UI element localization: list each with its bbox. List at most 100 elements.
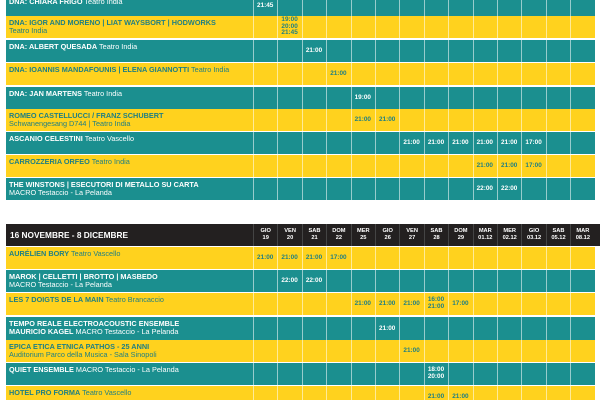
event-row[interactable]: ROMEO CASTELLUCCI / FRANZ SCHUBERT Schwan… bbox=[6, 109, 600, 131]
day-number: 19 bbox=[262, 235, 269, 241]
day-cell bbox=[277, 132, 302, 154]
showtime[interactable]: 22:00 bbox=[305, 276, 323, 284]
day-cell bbox=[545, 363, 571, 385]
showtime[interactable]: 21:00 bbox=[501, 161, 518, 169]
day-cell bbox=[423, 270, 449, 292]
showtime[interactable]: 17:00 bbox=[525, 161, 542, 169]
day-cell bbox=[326, 132, 351, 154]
showtime[interactable]: 21:00 bbox=[452, 392, 469, 400]
showtime[interactable]: 21:00 bbox=[281, 253, 298, 261]
day-cell bbox=[497, 16, 522, 38]
event-title: ASCANIO CELESTINI Teatro Vascello bbox=[6, 132, 253, 154]
day-cell bbox=[472, 317, 497, 341]
day-cell bbox=[448, 293, 473, 315]
showtime[interactable]: 21:00 bbox=[476, 138, 493, 146]
event-row[interactable]: ASCANIO CELESTINI Teatro Vascello 21:00 21… bbox=[6, 132, 600, 154]
day-name: DOM bbox=[454, 228, 468, 234]
day-cell bbox=[497, 178, 522, 200]
day-cell bbox=[326, 87, 351, 109]
day-cell bbox=[399, 317, 424, 341]
event-row[interactable]: DNA: ALBERT QUESADA Teatro India 21:00 bbox=[6, 40, 600, 62]
day-cell bbox=[570, 270, 595, 292]
showtime[interactable]: 22:00 bbox=[476, 184, 493, 192]
showtime[interactable]: 21:00 bbox=[427, 138, 445, 146]
day-cell bbox=[301, 63, 327, 85]
showtime[interactable]: 21:00 bbox=[379, 299, 396, 307]
event-row[interactable]: LES 7 DOIGTS DE LA MAIN Teatro Brancacci… bbox=[6, 293, 600, 315]
showtime[interactable]: 21:00 bbox=[354, 115, 371, 123]
showtime[interactable]: 17:00 bbox=[525, 138, 542, 146]
showtime[interactable]: 22:00 bbox=[501, 184, 518, 192]
event-row[interactable]: DNA: CHIARA FRIGO Teatro India 21:45 bbox=[6, 0, 600, 17]
day-cell bbox=[545, 87, 571, 109]
day-cell bbox=[326, 247, 351, 269]
event-row[interactable]: DNA: JAN MARTENS Teatro India 19:00 bbox=[6, 87, 600, 109]
event-venue: Schwanengesang D744 | Teatro India bbox=[9, 119, 131, 129]
day-cell bbox=[277, 317, 302, 341]
event-row[interactable]: MAROK | CELLETTI | BROTTO | MASBEDO MACRO… bbox=[6, 270, 600, 292]
day-cell bbox=[277, 109, 302, 131]
day-cell bbox=[472, 63, 497, 85]
event-row[interactable]: CARROZZERIA ORFEO Teatro India 21:00 21:00… bbox=[6, 155, 600, 177]
showtime[interactable]: 21:00 bbox=[305, 253, 323, 261]
day-cell bbox=[545, 132, 571, 154]
day-cell bbox=[472, 178, 497, 200]
day-cell bbox=[253, 40, 278, 62]
day-cell bbox=[253, 16, 278, 38]
showtime[interactable]: 21:00 bbox=[354, 299, 371, 307]
showtime[interactable]: 18:00 20:00 bbox=[427, 366, 445, 380]
day-cell bbox=[399, 40, 424, 62]
showtime[interactable]: 21:00 bbox=[452, 138, 469, 146]
day-cell bbox=[253, 63, 278, 85]
showtime[interactable]: 17:00 bbox=[330, 253, 347, 261]
day-cell bbox=[448, 363, 473, 385]
event-venue: Teatro India bbox=[189, 65, 230, 74]
day-cell bbox=[399, 178, 424, 200]
day-cell bbox=[448, 109, 473, 131]
day-cell bbox=[301, 363, 327, 385]
event-title: DNA: IGOR AND MORENO | LIAT WAYSBORT | H… bbox=[6, 16, 253, 38]
showtime[interactable]: 19:00 20:00 21:45 bbox=[281, 15, 298, 37]
day-cell bbox=[375, 109, 400, 131]
showtime[interactable]: 21:45 bbox=[257, 1, 274, 9]
event-row[interactable]: EPICA ETICA ETNICA PATHOS - 25 ANNI Audit… bbox=[6, 340, 600, 362]
day-cell bbox=[497, 293, 522, 315]
showtime[interactable]: 16:00 21:00 bbox=[427, 296, 445, 310]
event-row[interactable]: HOTEL PRO FORMA Teatro Vascello 21:00 21:0… bbox=[6, 386, 600, 400]
day-cell bbox=[472, 340, 497, 362]
showtime[interactable]: 21:00 bbox=[379, 324, 396, 332]
event-name: DNA: IGOR AND MORENO | LIAT WAYSBORT | H… bbox=[9, 18, 216, 27]
showtime[interactable]: 21:00 bbox=[403, 346, 420, 354]
showtime[interactable]: 21:00 bbox=[427, 392, 445, 400]
day-cell bbox=[545, 16, 571, 38]
day-cell bbox=[570, 40, 595, 62]
showtime[interactable]: 17:00 bbox=[452, 299, 469, 307]
showtime[interactable]: 21:00 bbox=[257, 253, 274, 261]
day-cell bbox=[472, 40, 497, 62]
showtime[interactable]: 19:00 bbox=[354, 93, 371, 101]
event-row[interactable]: TEMPO REALE ELECTROACOUSTIC ENSEMBLE MAUR… bbox=[6, 317, 600, 341]
day-cell bbox=[570, 0, 595, 17]
showtime[interactable]: 21:00 bbox=[501, 138, 518, 146]
showtime[interactable]: 21:00 bbox=[379, 115, 396, 123]
event-row[interactable]: AURÉLIEN BORY Teatro Vascello 21:00 21:00 2… bbox=[6, 247, 600, 269]
day-cell bbox=[472, 293, 497, 315]
day-number: 01.12 bbox=[478, 235, 493, 241]
day-number: 26 bbox=[384, 235, 391, 241]
showtime[interactable]: 22:00 bbox=[281, 276, 298, 284]
event-row[interactable]: DNA: IOANNIS MANDAFOUNIS | ELENA GIANNOT… bbox=[6, 63, 600, 85]
showtime[interactable]: 21:00 bbox=[305, 46, 323, 54]
showtime[interactable]: 21:00 bbox=[476, 161, 493, 169]
event-name: HOTEL PRO FORMA bbox=[9, 388, 81, 397]
event-row[interactable]: QUIET ENSEMBLE MACRO Testaccio - La Pela… bbox=[6, 363, 600, 385]
day-cell bbox=[253, 178, 278, 200]
day-cell bbox=[301, 340, 327, 362]
showtime[interactable]: 21:00 bbox=[403, 138, 420, 146]
day-cell bbox=[423, 155, 449, 177]
showtime[interactable]: 21:00 bbox=[403, 299, 420, 307]
showtime[interactable]: 21:00 bbox=[330, 69, 347, 77]
event-row[interactable]: DNA: IGOR AND MORENO | LIAT WAYSBORT | H… bbox=[6, 16, 600, 38]
event-row[interactable]: THE WINSTONS | ESECUTORI DI METALLO SU C… bbox=[6, 178, 600, 200]
day-cell bbox=[326, 363, 351, 385]
day-cell bbox=[521, 340, 546, 362]
